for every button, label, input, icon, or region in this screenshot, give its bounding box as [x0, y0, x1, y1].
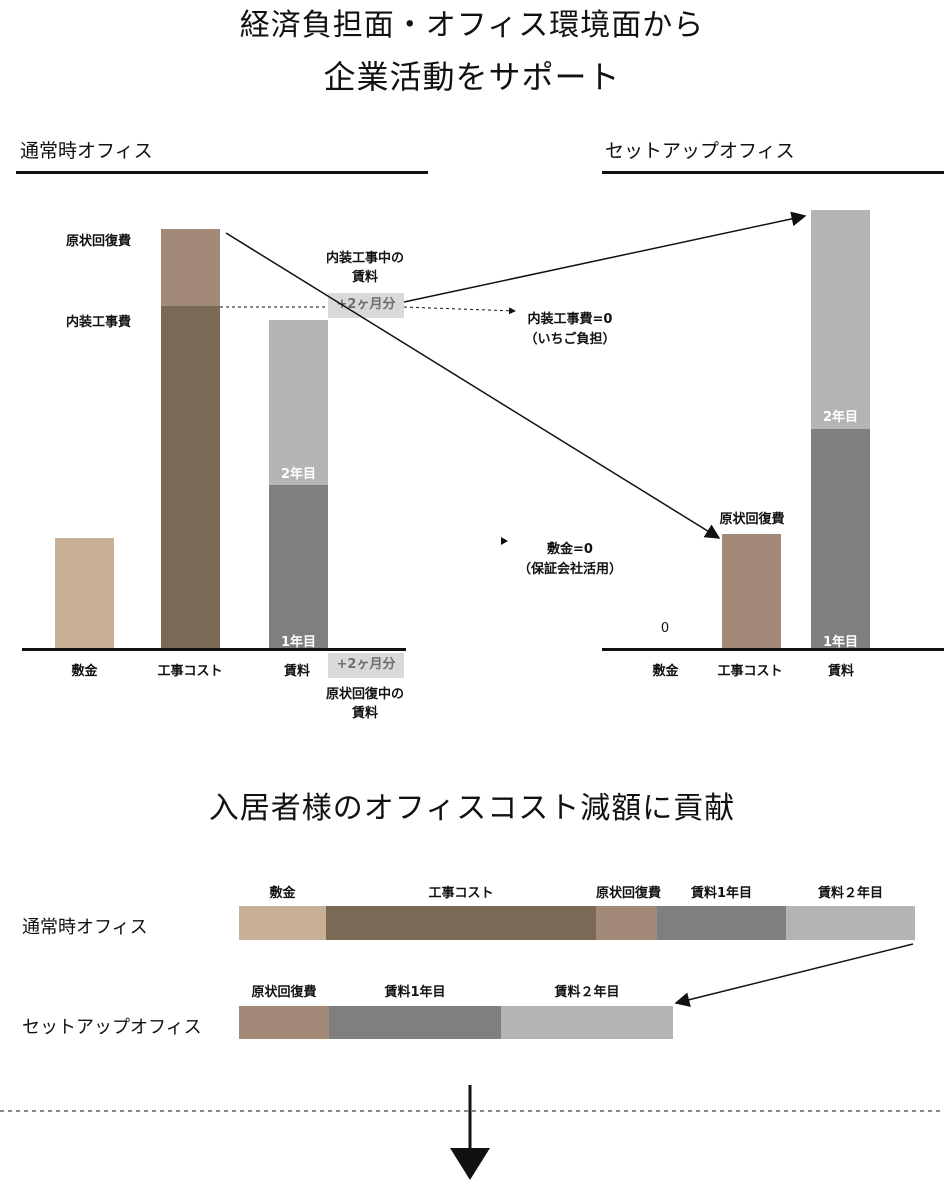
down-arrow-icon — [450, 1148, 490, 1180]
bar-rent-year2-setup — [811, 210, 870, 429]
dashed-arrow-interior — [403, 306, 516, 315]
segment-3 — [596, 906, 657, 940]
segment-5 — [786, 906, 915, 940]
label-year2-setup: 2年目 — [822, 410, 859, 425]
arrow-to-restoration-setup — [225, 232, 721, 539]
small-arrowhead-deposit — [501, 537, 508, 545]
label-restoration-setup: 原状回復費 — [719, 512, 785, 527]
x-tick-rent-normal: 賃料 — [283, 664, 310, 679]
row2-stacked-bar — [239, 1006, 915, 1039]
bar-rent-year1-setup — [811, 429, 870, 648]
segment-header: 原状回復費 — [596, 886, 662, 901]
pill-plus-two-months-top: +2ヶ月分 — [328, 293, 404, 318]
segment-2 — [326, 906, 596, 940]
x-tick-deposit-setup: 敷金 — [652, 664, 679, 679]
right-baseline — [602, 648, 944, 651]
left-chart-title: 通常時オフィス — [20, 140, 153, 162]
x-tick-construction-setup: 工事コスト — [717, 664, 783, 679]
x-tick-construction-normal: 工事コスト — [157, 664, 223, 679]
x-tick-deposit-normal: 敷金 — [71, 664, 98, 679]
segment-header: 賃料1年目 — [690, 886, 753, 901]
right-title-rule — [602, 171, 944, 174]
arrow-row1-to-row2 — [674, 943, 914, 1008]
label-restoration: 原状回復費 — [66, 234, 132, 249]
page-title-line1: 経済負担面・オフィス環境面から — [239, 8, 705, 43]
pill-plus-two-months-bottom: +2ヶ月分 — [328, 653, 404, 678]
segment-3 — [239, 1006, 329, 1039]
segment-header: 原状回復費 — [251, 985, 317, 1000]
row2-headers: 原状回復費 賃料1年目 賃料２年目 — [239, 981, 915, 1001]
segment-header: 賃料２年目 — [554, 985, 620, 1000]
segment-4 — [329, 1006, 501, 1039]
bar-interior-normal — [161, 306, 220, 649]
x-tick-rent-setup: 賃料 — [827, 664, 854, 679]
label-deposit-zero: 0 — [660, 621, 670, 636]
label-year1-normal: 1年目 — [280, 635, 317, 650]
left-title-rule — [16, 171, 428, 174]
left-baseline — [22, 648, 406, 651]
label-interior: 内装工事費 — [66, 315, 132, 330]
label-interior-zero: 内装工事費=0 （いちご負担） — [524, 312, 616, 347]
label-rent-during-restoration: 原状回復中の 賃料 — [325, 687, 404, 721]
row1-headers: 敷金 工事コスト 原状回復費 賃料1年目 賃料２年目 — [239, 882, 915, 902]
label-rent-during-work: 内装工事中の 賃料 — [325, 251, 404, 285]
label-deposit-zero-note: 敷金=0 （保証会社活用） — [517, 542, 622, 577]
segment-4 — [657, 906, 786, 940]
right-chart-title: セットアップオフィス — [605, 140, 795, 162]
section2-title: 入居者様のオフィスコスト減額に貢献 — [208, 791, 736, 826]
bar-restoration-normal — [161, 229, 220, 306]
segment-header: 賃料２年目 — [817, 886, 883, 901]
bar-rent-year1-normal — [269, 485, 328, 649]
row1-stacked-bar — [239, 906, 915, 940]
arrow-to-rent-setup — [403, 211, 807, 303]
segment-header: 賃料1年目 — [384, 985, 446, 1000]
row2-label: セットアップオフィス — [22, 1017, 202, 1038]
segment-5 — [501, 1006, 673, 1039]
segment-1 — [239, 906, 326, 940]
connector-arrows — [220, 211, 807, 545]
bar-deposit-normal — [55, 538, 114, 648]
label-year2-normal: 2年目 — [280, 467, 317, 482]
bar-restoration-setup — [722, 534, 781, 648]
row1-label: 通常時オフィス — [22, 917, 148, 938]
segment-header: 工事コスト — [428, 886, 494, 901]
bar-rent-year2-normal — [269, 320, 328, 485]
page-title-line2: 企業活動をサポート — [323, 58, 621, 96]
segment-header: 敷金 — [269, 886, 296, 901]
section2-graphics — [0, 943, 944, 1180]
label-year1-setup: 1年目 — [822, 635, 859, 650]
